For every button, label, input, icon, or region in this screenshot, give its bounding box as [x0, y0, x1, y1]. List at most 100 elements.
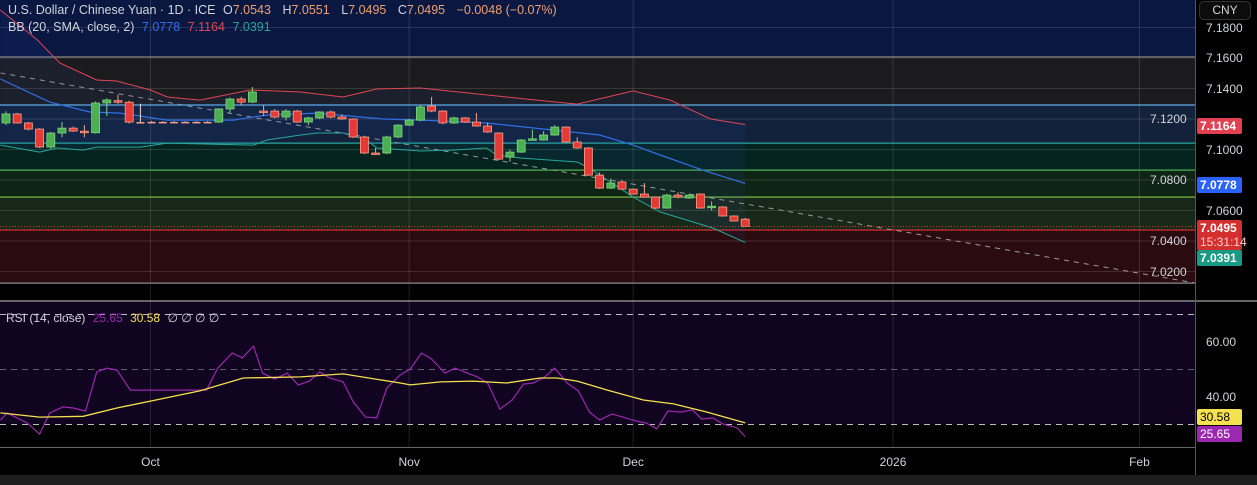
candle: [303, 117, 313, 123]
candle: [628, 188, 638, 195]
candle: [718, 206, 728, 217]
rsi-ma-line: [0, 373, 746, 424]
candle: [382, 136, 392, 154]
candle: [80, 130, 89, 134]
candle: [393, 124, 403, 138]
price-tick-label: 7.0800: [1150, 173, 1187, 187]
rsi-tick-label: 60.00: [1206, 335, 1237, 349]
candle: [102, 99, 112, 104]
candle: [528, 138, 537, 141]
background-bands: [0, 0, 1195, 425]
symbol-legend: U.S. Dollar / Chinese Yuan · 1D · ICE O7…: [8, 3, 561, 18]
candle: [170, 121, 178, 124]
candle: [270, 110, 280, 118]
candle: [348, 118, 358, 138]
candle: [192, 121, 201, 124]
rsi-ma-badge: 30.58: [1197, 409, 1242, 425]
bottom-toolbar: [0, 475, 1257, 485]
candle: [404, 119, 414, 126]
rsi-legend: RSI (14, close) 25.65 30.58 ∅ ∅ ∅ ∅: [6, 311, 223, 326]
price-tick-label: 7.1200: [1150, 112, 1187, 126]
rsi-badge: 25.65: [1197, 426, 1242, 442]
close-value: 7.0495: [406, 3, 446, 17]
bb-upper-badge: 7.1164: [1197, 118, 1242, 134]
price-tick-label: 7.1600: [1206, 51, 1243, 65]
candle: [124, 101, 134, 123]
candle: [471, 121, 481, 127]
candle: [684, 194, 694, 199]
candle: [707, 205, 716, 209]
candle: [326, 111, 336, 118]
rsi-line: [0, 344, 746, 437]
candle: [606, 182, 616, 189]
low-value: 7.0495: [348, 3, 387, 17]
candle: [460, 117, 470, 123]
candle: [247, 91, 257, 103]
candle: [292, 110, 302, 123]
candle: [1, 113, 11, 124]
candle: [483, 125, 493, 133]
candle: [740, 218, 750, 227]
candle: [438, 110, 448, 124]
candle: [337, 116, 347, 120]
close-label: C: [397, 3, 407, 17]
price-tick-label: 7.0600: [1206, 203, 1243, 218]
grid: [0, 0, 1196, 447]
candle: [147, 121, 156, 124]
candle: [371, 152, 381, 155]
level-band: [0, 104, 1195, 144]
level-band: [0, 143, 1195, 171]
top-band: [0, 0, 1195, 57]
candle: [214, 108, 224, 123]
bb-upper-value: 7.1164: [187, 20, 225, 34]
price-tick-label: 7.0400: [1150, 234, 1187, 248]
currency-button[interactable]: CNY: [1199, 1, 1251, 20]
trendline: [0, 72, 1196, 284]
bb-lower-badge: 7.0391: [1197, 250, 1242, 266]
candle: [12, 113, 22, 124]
candle: [640, 193, 649, 198]
low-label: L: [341, 3, 349, 17]
open-value: 7.0543: [232, 3, 271, 17]
candle: [35, 128, 44, 148]
bb-label[interactable]: BB (20, SMA, close, 2): [8, 20, 135, 34]
candle: [91, 102, 100, 134]
last-price-badge: 7.0495 15:31:14: [1197, 220, 1247, 250]
candle: [415, 106, 425, 121]
candle: [673, 194, 683, 198]
countdown: 15:31:14: [1200, 235, 1247, 249]
bb-lower-line: [0, 132, 746, 243]
time-tick-label: Feb: [1129, 455, 1150, 469]
candle: [494, 132, 504, 160]
candle: [539, 134, 548, 141]
rsi-label[interactable]: RSI (14, close): [6, 311, 86, 325]
candle: [315, 111, 325, 119]
rsi-pane: [0, 300, 1257, 437]
candle: [68, 127, 78, 132]
price-tick-label: 7.1000: [1206, 142, 1243, 157]
time-tick-label: 2026: [879, 455, 907, 469]
candle: [158, 121, 167, 124]
price-tick-label: 7.1800: [1206, 20, 1243, 35]
candle: [359, 136, 369, 154]
symbol-title[interactable]: U.S. Dollar / Chinese Yuan · 1D · ICE: [8, 3, 216, 17]
candles: [0, 86, 1195, 228]
price-tick-label: 7.0200: [1150, 264, 1187, 279]
candle: [281, 110, 291, 118]
candle: [550, 126, 560, 136]
price-chart[interactable]: [0, 0, 1257, 475]
axes: [0, 0, 1196, 475]
candle: [427, 105, 437, 112]
level-band: [0, 197, 1195, 231]
level-band: [0, 230, 1195, 284]
time-tick-label: Dec: [622, 455, 644, 469]
time-tick-label: Oct: [141, 455, 160, 469]
candle: [259, 110, 269, 113]
bb-upper-line: [0, 9, 746, 125]
level-band: [0, 56, 1195, 105]
candle: [181, 121, 190, 124]
candle: [584, 147, 593, 176]
bb-lower-value: 7.0391: [232, 20, 271, 34]
bb-basis-line: [0, 78, 746, 184]
candle: [595, 174, 604, 189]
